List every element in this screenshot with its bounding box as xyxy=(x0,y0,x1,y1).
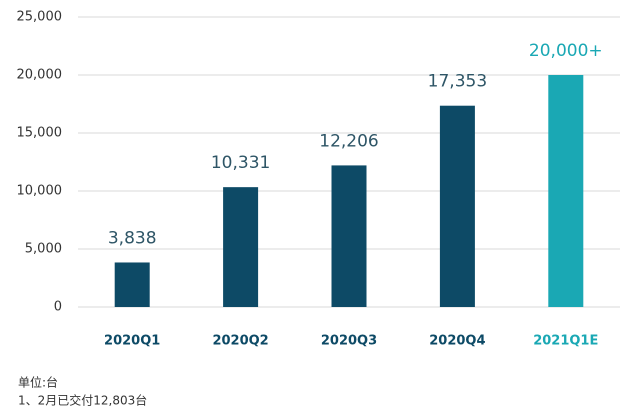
bar xyxy=(439,105,475,307)
value-label: 17,353 xyxy=(428,72,487,92)
bar xyxy=(331,165,367,307)
x-tick-label: 2020Q1 xyxy=(104,334,160,349)
value-label: 3,838 xyxy=(108,228,157,248)
note: 单位:台 xyxy=(18,375,58,390)
value-label: 10,331 xyxy=(211,153,270,173)
y-tick-label: 25,000 xyxy=(17,10,63,25)
bar xyxy=(114,262,150,307)
y-tick-label: 10,000 xyxy=(17,184,63,199)
bar xyxy=(548,75,584,307)
x-tick-label: 2020Q4 xyxy=(429,334,485,349)
bar xyxy=(223,187,259,307)
x-tick-label: 2020Q3 xyxy=(321,334,377,349)
value-label: 20,000+ xyxy=(529,41,603,61)
value-label: 12,206 xyxy=(319,131,378,151)
y-tick-label: 15,000 xyxy=(17,126,63,141)
x-tick-label: 2020Q2 xyxy=(212,334,268,349)
note: 1、2月已交付12,803台 xyxy=(18,393,147,408)
x-tick-label: 2021Q1E xyxy=(533,334,598,349)
y-tick-label: 5,000 xyxy=(25,242,62,257)
y-tick-label: 0 xyxy=(54,300,62,315)
y-tick-label: 20,000 xyxy=(17,68,63,83)
